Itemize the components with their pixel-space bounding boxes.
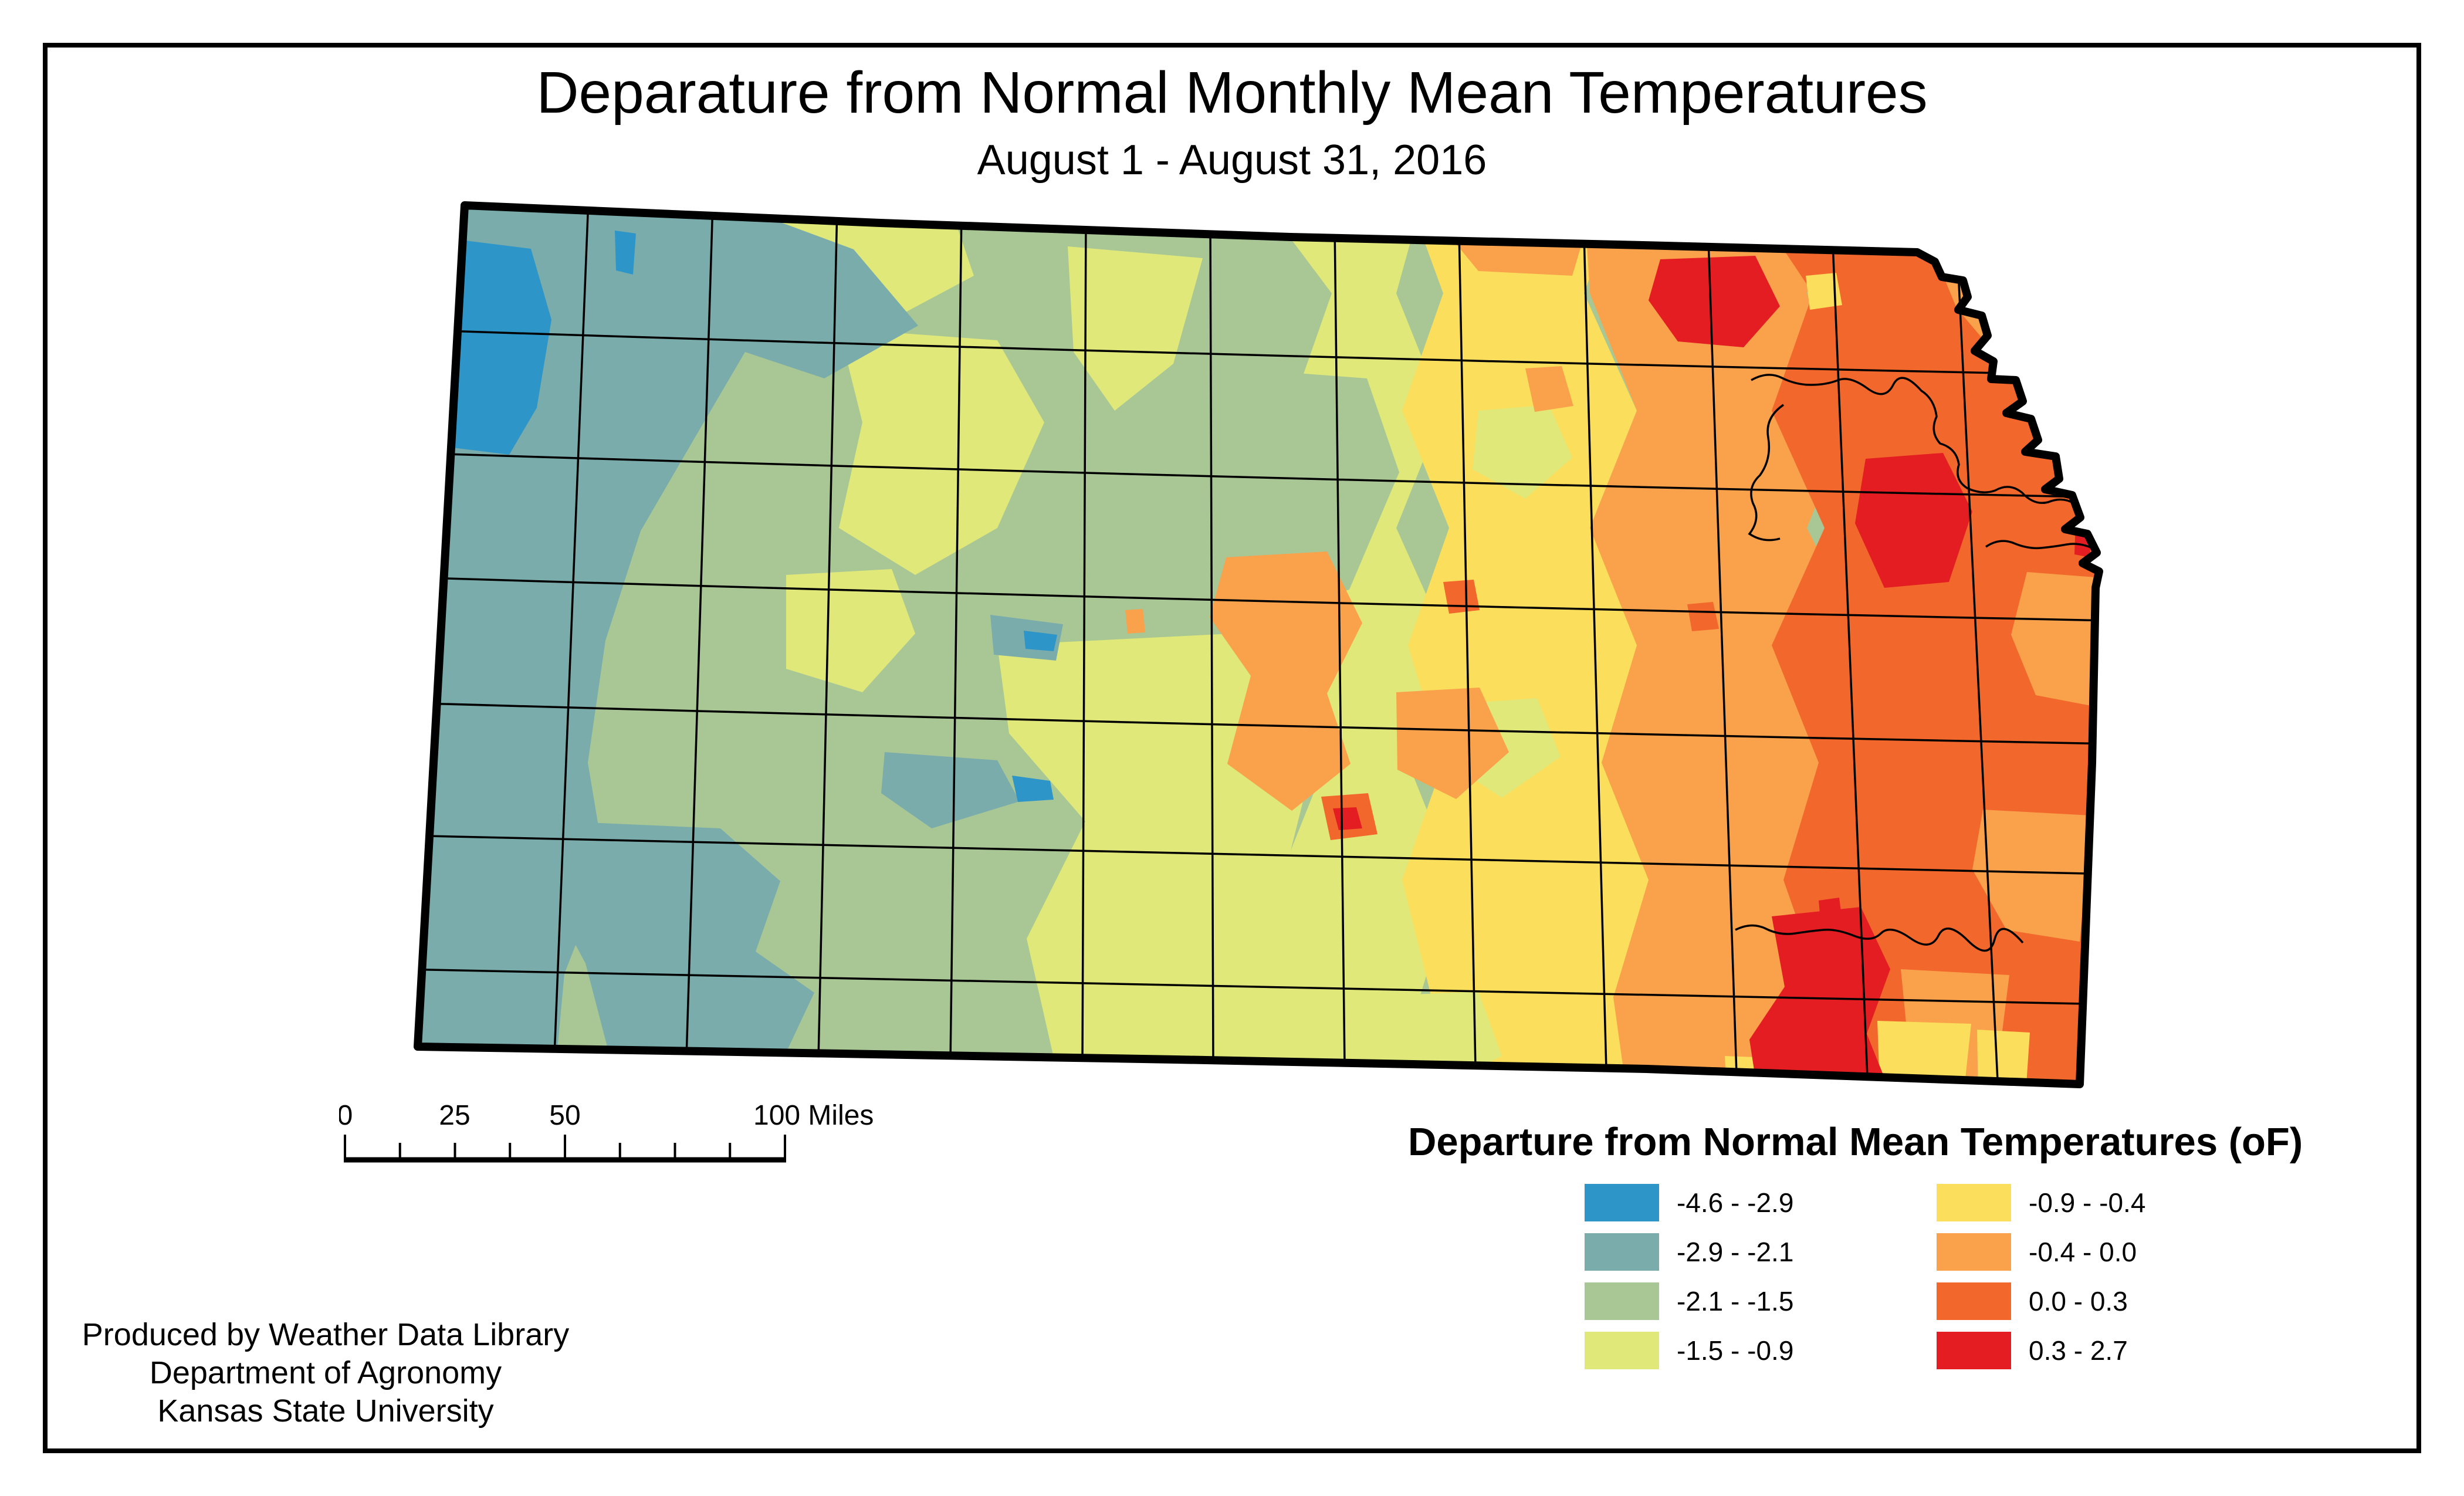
legend-item: -2.1 - -1.5 (1585, 1282, 1793, 1320)
legend-item: -0.9 - -0.4 (1937, 1184, 2145, 1221)
scale-label-25: 25 (439, 1100, 470, 1131)
legend-item: -1.5 - -0.9 (1585, 1332, 1793, 1369)
legend-item: -2.9 - -2.1 (1585, 1233, 1793, 1271)
scale-label-100-miles: 100 Miles (753, 1100, 874, 1131)
legend-swatch (1937, 1233, 2011, 1271)
scale-bar: 0 25 50 100 Miles (337, 1098, 902, 1180)
legend-item: -0.4 - 0.0 (1937, 1233, 2145, 1271)
temperature-surface (418, 205, 2099, 1084)
legend-swatch (1585, 1332, 1659, 1369)
credits-line-1: Produced by Weather Data Library (82, 1317, 570, 1352)
legend-item: 0.3 - 2.7 (1937, 1332, 2145, 1369)
legend-column-positive: -0.9 - -0.4 -0.4 - 0.0 0.0 - 0.3 0.3 - 2… (1937, 1184, 2145, 1381)
state-outline (414, 201, 2103, 1088)
legend-label: -2.1 - -1.5 (1677, 1286, 1794, 1316)
legend-column-negative: -4.6 - -2.9 -2.9 - -2.1 -2.1 - -1.5 -1.5… (1585, 1184, 1793, 1381)
legend-item: 0.0 - 0.3 (1937, 1282, 2145, 1320)
legend-swatch (1937, 1282, 2011, 1320)
credits-line-2: Department of Agronomy (149, 1355, 502, 1390)
scale-label-50: 50 (549, 1100, 580, 1131)
scale-ticks (344, 1135, 786, 1159)
figure-title: Deparature from Normal Monthly Mean Temp… (536, 60, 1928, 126)
credits-line-3: Kansas State University (157, 1393, 494, 1429)
legend-label: 0.3 - 2.7 (2029, 1335, 2128, 1366)
figure-border (43, 43, 2421, 1453)
legend-title: Departure from Normal Mean Temperatures … (1408, 1120, 2303, 1164)
legend-label: -2.9 - -2.1 (1677, 1237, 1794, 1267)
credits-block: Produced by Weather Data Library Departm… (65, 1316, 587, 1430)
legend-swatch (1585, 1233, 1659, 1271)
legend-label: -1.5 - -0.9 (1677, 1335, 1794, 1366)
legend-label: 0.0 - 0.3 (2029, 1286, 2128, 1316)
figure-subtitle: August 1 - August 31, 2016 (977, 137, 1487, 184)
legend: Departure from Normal Mean Temperatures … (1408, 1119, 2358, 1395)
legend-item: -4.6 - -2.9 (1585, 1184, 1793, 1221)
river-boundaries (1735, 374, 2099, 952)
legend-swatch (1937, 1332, 2011, 1369)
scale-label-0: 0 (339, 1100, 353, 1131)
legend-label: -4.6 - -2.9 (1677, 1187, 1794, 1218)
legend-label: -0.9 - -0.4 (2029, 1187, 2146, 1218)
legend-swatch (1585, 1282, 1659, 1320)
county-boundaries (418, 205, 2099, 1081)
legend-swatch (1585, 1184, 1659, 1221)
legend-label: -0.4 - 0.0 (2029, 1237, 2137, 1267)
legend-swatch (1937, 1184, 2011, 1221)
